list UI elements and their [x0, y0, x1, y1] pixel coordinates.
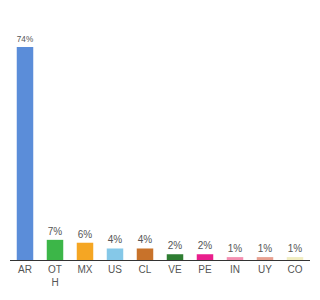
- svg-text:MX: MX: [78, 264, 93, 275]
- svg-text:VE: VE: [168, 264, 182, 275]
- svg-text:6%: 6%: [78, 229, 93, 240]
- svg-text:CO: CO: [288, 264, 303, 275]
- svg-text:1%: 1%: [288, 243, 303, 254]
- svg-text:4%: 4%: [108, 234, 123, 245]
- svg-text:2%: 2%: [198, 240, 213, 251]
- svg-text:US: US: [108, 264, 122, 275]
- svg-text:PE: PE: [198, 264, 212, 275]
- svg-text:1%: 1%: [228, 243, 243, 254]
- svg-text:OTH: OTH: [48, 264, 62, 288]
- svg-text:IN: IN: [230, 264, 240, 275]
- svg-text:7%: 7%: [48, 226, 63, 237]
- svg-text:74%: 74%: [17, 35, 33, 44]
- svg-text:UY: UY: [258, 264, 272, 275]
- svg-text:4%: 4%: [138, 234, 153, 245]
- svg-text:CL: CL: [139, 264, 152, 275]
- svg-text:AR: AR: [18, 264, 32, 275]
- svg-text:2%: 2%: [168, 240, 183, 251]
- svg-text:1%: 1%: [258, 243, 273, 254]
